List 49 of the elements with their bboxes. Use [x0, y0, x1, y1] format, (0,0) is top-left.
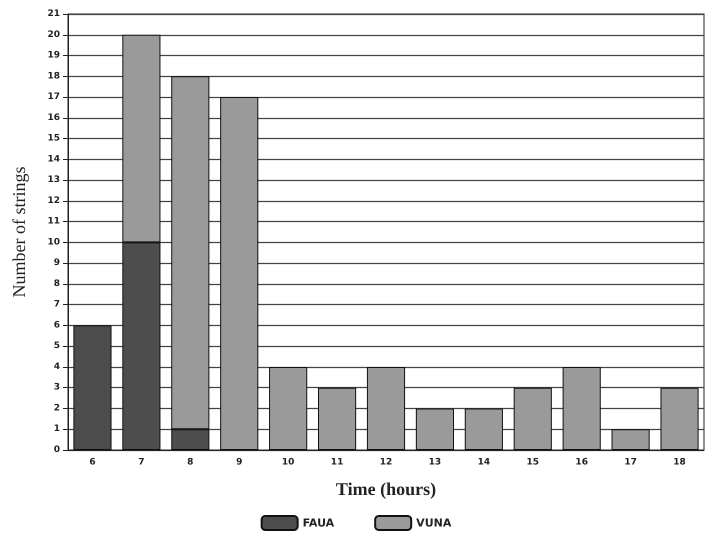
y-tick-label: 18	[47, 71, 60, 82]
y-tick-label: 14	[47, 154, 60, 164]
y-tick-label: 10	[47, 237, 60, 248]
legend-label: VUNA	[416, 516, 452, 530]
x-tick-label: 13	[428, 458, 442, 468]
y-tick-label: 21	[47, 9, 60, 19]
bar	[269, 366, 308, 450]
y-tick-label: 4	[54, 362, 60, 372]
x-tick-label: 18	[673, 458, 686, 468]
x-tick-label: 15	[526, 458, 540, 468]
x-tick-label: 10	[282, 458, 294, 468]
y-tick-label: 0	[54, 445, 60, 455]
x-tick-label: 6	[89, 458, 96, 468]
bar	[220, 97, 258, 450]
y-tick-label: 20	[47, 30, 60, 40]
x-axis-title: Time (hours)	[336, 479, 436, 499]
x-tick-label: 8	[187, 458, 194, 468]
x-tick-label: 16	[575, 458, 588, 468]
y-tick-label: 13	[47, 175, 60, 186]
y-tick-label: 1	[54, 424, 60, 434]
bar	[514, 388, 552, 450]
y-tick-label: 6	[54, 320, 60, 330]
y-tick-label: 16	[47, 112, 60, 123]
legend-label: FAUA	[302, 516, 335, 530]
y-tick-label: 7	[54, 300, 60, 310]
y-tick-label: 11	[47, 216, 60, 227]
x-tick-label: 12	[380, 458, 392, 468]
x-tick-label: 9	[236, 458, 242, 468]
bar	[562, 366, 601, 450]
y-tick-label: 5	[54, 341, 60, 352]
x-tick-label: 14	[478, 458, 490, 468]
y-tick-label: 9	[54, 258, 60, 268]
y-tick-label: 19	[47, 50, 60, 61]
y-tick-label: 12	[47, 196, 60, 206]
bar	[318, 388, 356, 450]
y-tick-label: 15	[47, 134, 60, 144]
x-tick-label: 17	[624, 458, 637, 468]
bar	[416, 408, 454, 450]
y-tick-label: 3	[54, 382, 60, 393]
x-tick-label: 11	[330, 458, 344, 468]
x-tick-label: 7	[138, 458, 145, 468]
y-axis-title: Number of strings	[9, 166, 29, 298]
y-tick-label: 8	[54, 278, 60, 289]
bar	[612, 429, 650, 450]
y-tick-label: 2	[54, 403, 60, 414]
bar	[366, 366, 406, 450]
bar	[464, 408, 503, 450]
y-tick-label: 17	[47, 92, 60, 102]
bar	[660, 388, 699, 450]
